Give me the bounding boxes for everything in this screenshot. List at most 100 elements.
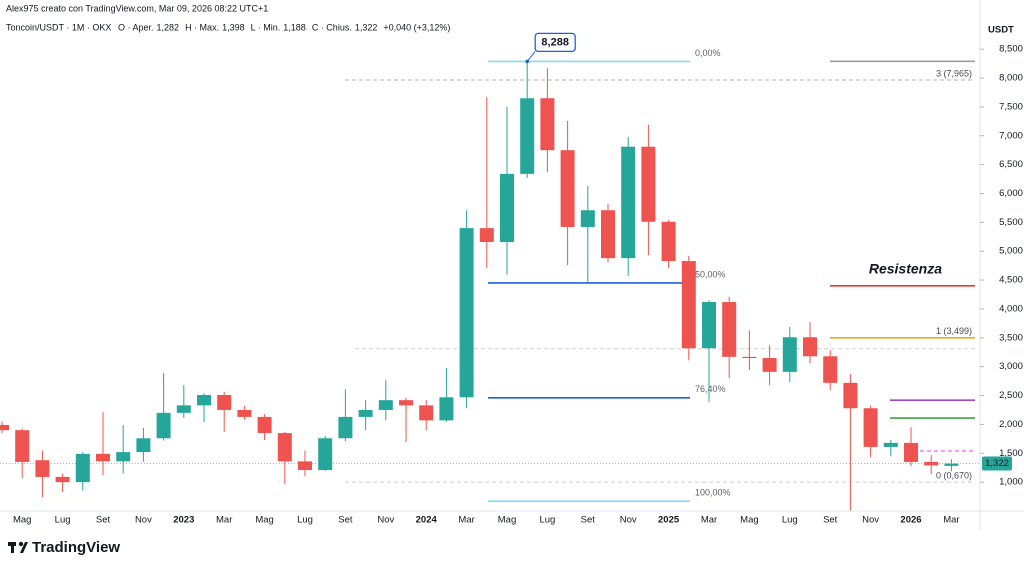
- x-tick-label: Mar: [458, 515, 474, 526]
- candle-body: [237, 409, 252, 417]
- candle-body: [136, 438, 151, 453]
- candle-body: [156, 412, 171, 439]
- y-tick-label: 3,000: [999, 361, 1023, 372]
- candle-body: [702, 302, 716, 349]
- candle-body: [924, 461, 939, 466]
- x-tick-label: 2024: [416, 515, 438, 526]
- candle-body: [661, 221, 676, 262]
- y-tick-label: 8,000: [999, 73, 1023, 84]
- brand-logo: [8, 541, 28, 553]
- y-tick-label: 4,500: [999, 275, 1023, 286]
- x-tick-label: Lug: [55, 515, 71, 526]
- x-tick-label: Nov: [620, 515, 637, 526]
- x-tick-label: Lug: [539, 515, 555, 526]
- y-tick-label: 7,500: [999, 101, 1023, 112]
- candle-body: [803, 337, 817, 357]
- x-tick-label: Nov: [862, 515, 879, 526]
- candle-body: [641, 146, 656, 222]
- y-tick-label: 6,500: [999, 159, 1023, 170]
- x-tick-label: Set: [581, 515, 596, 526]
- y-tick-label: 2,500: [999, 390, 1023, 401]
- y-tick-label: 1,500: [999, 448, 1023, 459]
- level-label: 3 (7,965): [936, 68, 972, 78]
- candle-body: [419, 405, 434, 421]
- level-label: 1 (3,499): [936, 326, 972, 336]
- level-label: 0 (0,670): [936, 471, 972, 481]
- y-tick-label: 3,500: [999, 332, 1023, 343]
- candle-body: [55, 476, 70, 483]
- x-tick-label: Mag: [498, 515, 516, 526]
- y-tick-label: 5,500: [999, 217, 1023, 228]
- level-label: Resistenza: [869, 261, 942, 277]
- y-tick-label: 1,000: [999, 477, 1023, 488]
- x-tick-label: Lug: [297, 515, 313, 526]
- x-tick-label: Mag: [13, 515, 31, 526]
- x-tick-label: Mar: [216, 515, 232, 526]
- candle-body: [843, 382, 858, 409]
- legend-text: H · Max.: [185, 22, 219, 32]
- x-tick-label: Mar: [701, 515, 717, 526]
- legend-text: 1,282: [157, 22, 180, 32]
- legend-text: 1,398: [222, 22, 245, 32]
- candle-body: [439, 397, 454, 421]
- y-tick-label: 2,000: [999, 419, 1023, 430]
- candle-body: [742, 356, 757, 359]
- candle-body: [96, 453, 110, 462]
- callout-label: 8,288: [541, 36, 569, 48]
- x-tick-label: 2025: [658, 515, 680, 526]
- x-tick-label: Set: [823, 515, 838, 526]
- level-label: 76,40%: [695, 384, 726, 394]
- legend-text: +0,040 (+3,12%): [383, 22, 450, 32]
- legend-text: C · Chius.: [312, 22, 352, 32]
- legend-text: Toncoin/USDT · 1M · OKX: [6, 22, 111, 32]
- x-tick-label: Nov: [377, 515, 394, 526]
- candle-body: [35, 460, 50, 477]
- x-tick-label: Mar: [943, 515, 959, 526]
- y-tick-label: 6,000: [999, 188, 1023, 199]
- candle-body: [621, 146, 636, 259]
- candle-body: [782, 337, 797, 372]
- candle-body: [944, 463, 959, 466]
- y-tick-label: 5,000: [999, 246, 1023, 257]
- last-price-tag: [982, 456, 1012, 471]
- candle-body: [580, 210, 595, 227]
- byline: Alex975 creato con TradingView.com, Mar …: [6, 3, 268, 13]
- legend-text: 1,322: [355, 22, 378, 32]
- candle-body: [823, 356, 838, 383]
- callout-box: [534, 32, 576, 53]
- level-label: 50,00%: [695, 269, 726, 279]
- x-tick-label: Mag: [740, 515, 758, 526]
- candle-body: [399, 400, 413, 406]
- candle-body: [722, 302, 737, 357]
- candle-body: [318, 438, 333, 471]
- x-tick-label: Set: [338, 515, 353, 526]
- level-label: 100,00%: [695, 488, 731, 498]
- y-tick-label: 7,000: [999, 130, 1023, 141]
- candle-body: [277, 433, 292, 462]
- candle-body: [500, 173, 514, 242]
- candle-body: [520, 98, 535, 174]
- legend-text: O · Aper.: [118, 22, 154, 32]
- candle-body: [116, 452, 131, 462]
- candle-body: [75, 453, 90, 483]
- candle-body: [540, 98, 555, 151]
- candle-body: [0, 424, 9, 431]
- candle-body: [257, 416, 272, 434]
- brand: TradingView: [32, 539, 120, 556]
- candle-body: [681, 261, 696, 349]
- candle-body: [378, 400, 393, 410]
- x-tick-label: 2026: [900, 515, 921, 526]
- candle-body: [459, 228, 474, 398]
- x-tick-label: Lug: [782, 515, 798, 526]
- x-tick-label: Set: [96, 515, 111, 526]
- y-tick-label: 4,000: [999, 303, 1023, 314]
- y-axis-label: USDT: [988, 25, 1014, 36]
- candle-body: [358, 409, 373, 417]
- candle-body: [762, 358, 777, 372]
- candle-body: [560, 150, 575, 227]
- legend-text: 1,188: [283, 22, 306, 32]
- candle-body: [298, 461, 312, 471]
- candle-body: [863, 408, 878, 447]
- candle-body: [601, 210, 615, 259]
